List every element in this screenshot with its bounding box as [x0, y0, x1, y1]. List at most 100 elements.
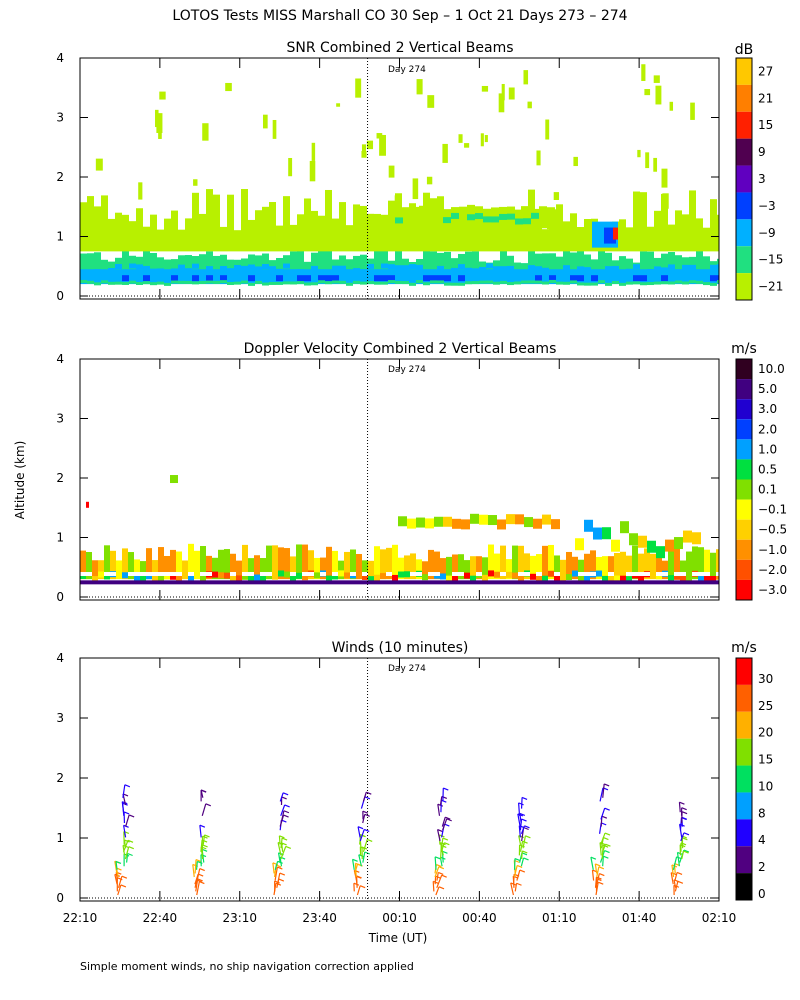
snr-band-green: [437, 280, 444, 284]
wind-barb: [602, 783, 605, 798]
snr-band-cyan: [101, 270, 108, 276]
doppler-cell: [380, 580, 386, 585]
snr-streak: [309, 160, 316, 182]
wind-barb: [676, 852, 681, 867]
wind-barb-feather: [683, 850, 689, 854]
doppler-cell: [542, 545, 548, 580]
wind-barb: [441, 817, 446, 827]
wind-barb: [276, 872, 281, 885]
doppler-cell: [128, 580, 134, 585]
colorbar-label: 0: [758, 887, 766, 901]
y-tick-label: 0: [56, 590, 64, 604]
doppler-gap: [206, 572, 212, 577]
doppler-gap: [152, 572, 158, 577]
snr-band-blue: [143, 275, 150, 282]
wind-barb-feather: [523, 826, 529, 831]
snr-band-green: [402, 258, 409, 270]
doppler-cell: [182, 580, 188, 585]
snr-band-cyan: [241, 265, 248, 271]
snr-streak: [484, 135, 488, 143]
doppler-gap: [86, 572, 92, 577]
snr-band-green: [493, 260, 500, 270]
doppler-gap: [578, 572, 584, 577]
snr-band-cyan: [220, 266, 227, 272]
doppler-gap: [458, 572, 464, 577]
wind-barb: [678, 824, 683, 838]
doppler-gap: [110, 572, 116, 577]
snr-band-cyan: [437, 265, 444, 271]
snr-band-green: [262, 282, 269, 286]
snr-band-green: [451, 282, 458, 286]
snr-band-blue: [171, 275, 178, 282]
wind-barb-feather: [518, 802, 524, 806]
snr-band-cyan: [486, 263, 493, 269]
wind-barb-feather: [366, 791, 372, 795]
doppler-cell: [200, 580, 206, 585]
wind-barb-feather: [364, 851, 371, 855]
doppler-cell: [104, 545, 110, 580]
doppler-cell: [524, 553, 530, 580]
doppler-cell: [122, 580, 128, 585]
doppler-gap: [632, 572, 638, 577]
doppler-field: [80, 475, 719, 585]
doppler-cell: [326, 575, 332, 582]
snr-band-green: [661, 253, 668, 270]
wind-barb-feather: [436, 864, 442, 868]
snr-band-blue: [381, 275, 388, 282]
snr-band-cyan: [479, 266, 486, 272]
doppler-cell: [434, 551, 440, 580]
wind-barb-feather: [199, 824, 206, 828]
snr-streak: [661, 168, 668, 188]
snr-band-cyan: [122, 270, 129, 276]
snr-band-cyan: [339, 265, 346, 271]
snr-streak: [159, 91, 166, 100]
snr-band-green: [633, 281, 640, 285]
doppler-cell: [386, 547, 392, 580]
doppler-cloud-cell: [497, 519, 506, 530]
snr-band-cyan: [507, 265, 514, 271]
doppler-gap: [134, 572, 140, 577]
doppler-gap: [188, 572, 194, 577]
doppler-cell: [656, 573, 662, 580]
snr-band-green: [80, 253, 87, 270]
snr-band-yellow: [129, 221, 136, 252]
snr-cloud-green: [443, 217, 451, 224]
doppler-cell: [284, 571, 290, 578]
doppler-cell: [308, 580, 314, 585]
snr-band-green: [290, 281, 297, 285]
doppler-cell: [638, 553, 644, 580]
snr-band-cyan: [129, 263, 136, 269]
snr-streak: [458, 134, 463, 143]
doppler-cell: [530, 555, 536, 580]
doppler-cell: [98, 571, 104, 578]
doppler-cell: [614, 580, 620, 585]
snr-band-green: [339, 280, 346, 284]
doppler-cell: [428, 549, 434, 580]
doppler-cell: [464, 560, 470, 580]
snr-band-green: [227, 259, 234, 270]
snr-band-green: [507, 255, 514, 270]
wind-barb-feather: [683, 849, 690, 853]
colorbar-label: 5.0: [758, 382, 777, 396]
colorbar-swatch: [736, 165, 752, 193]
wind-barb: [357, 826, 361, 838]
snr-band-green: [353, 255, 360, 270]
doppler-cell: [446, 556, 452, 580]
doppler-cell: [440, 573, 446, 580]
doppler-cell: [158, 547, 164, 580]
wind-barb-feather: [438, 871, 444, 876]
wind-barb-feather: [598, 866, 605, 870]
wind-barb-feather: [199, 868, 205, 872]
snr-band-blue: [661, 275, 668, 282]
colorbar-label: −3: [758, 199, 776, 213]
snr-band-green: [451, 258, 458, 270]
doppler-cell: [236, 560, 242, 580]
doppler-cell: [164, 555, 170, 580]
doppler-gap: [176, 572, 182, 577]
doppler-cell: [650, 571, 656, 578]
colorbar-label: 0.1: [758, 483, 777, 497]
doppler-cell: [242, 544, 248, 580]
wind-barb: [518, 825, 521, 838]
wind-barb: [514, 883, 518, 892]
doppler-cell: [176, 575, 182, 582]
